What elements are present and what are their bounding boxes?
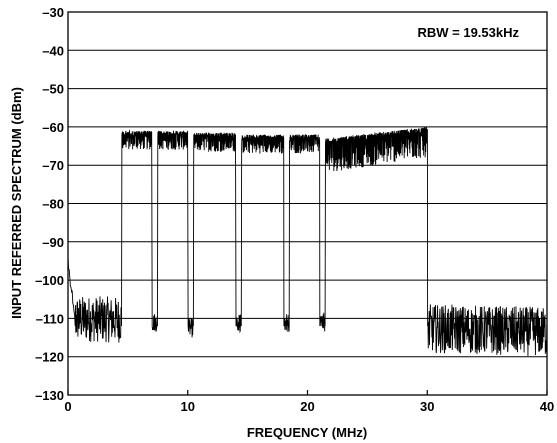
grid-lines <box>68 49 547 358</box>
y-tick-label: –90 <box>42 235 64 250</box>
y-tick-label: –30 <box>42 5 64 20</box>
y-axis-title: INPUT REFERRED SPECTRUM (dBm) <box>9 87 24 319</box>
x-tick-label: 40 <box>540 399 554 414</box>
y-tick-label: –70 <box>42 158 64 173</box>
x-tick-label: 30 <box>420 399 434 414</box>
y-tick-label: –80 <box>42 197 64 212</box>
y-tick-label: –120 <box>35 350 64 365</box>
y-tick-label: –130 <box>35 388 64 403</box>
y-axis-ticks: –30 –40 –50 –60 –70 –80 –90 –100 –110 –120 –130 <box>35 5 64 403</box>
y-tick-label: –100 <box>35 273 64 288</box>
x-tick-label: 20 <box>300 399 314 414</box>
x-tick-label: 10 <box>181 399 195 414</box>
y-tick-label: –50 <box>42 82 64 97</box>
y-tick-label: –110 <box>36 311 64 326</box>
spectrum-line <box>67 126 548 356</box>
x-axis-ticks: 0 10 20 30 40 <box>64 390 554 414</box>
x-axis-title: FREQUENCY (MHz) <box>247 425 367 440</box>
x-tick-label: 0 <box>64 399 71 414</box>
rbw-annotation: RBW = 19.53kHz <box>417 25 519 40</box>
y-tick-label: –40 <box>42 43 64 58</box>
spectrum-trace <box>67 126 548 356</box>
y-tick-label: –60 <box>42 120 64 135</box>
